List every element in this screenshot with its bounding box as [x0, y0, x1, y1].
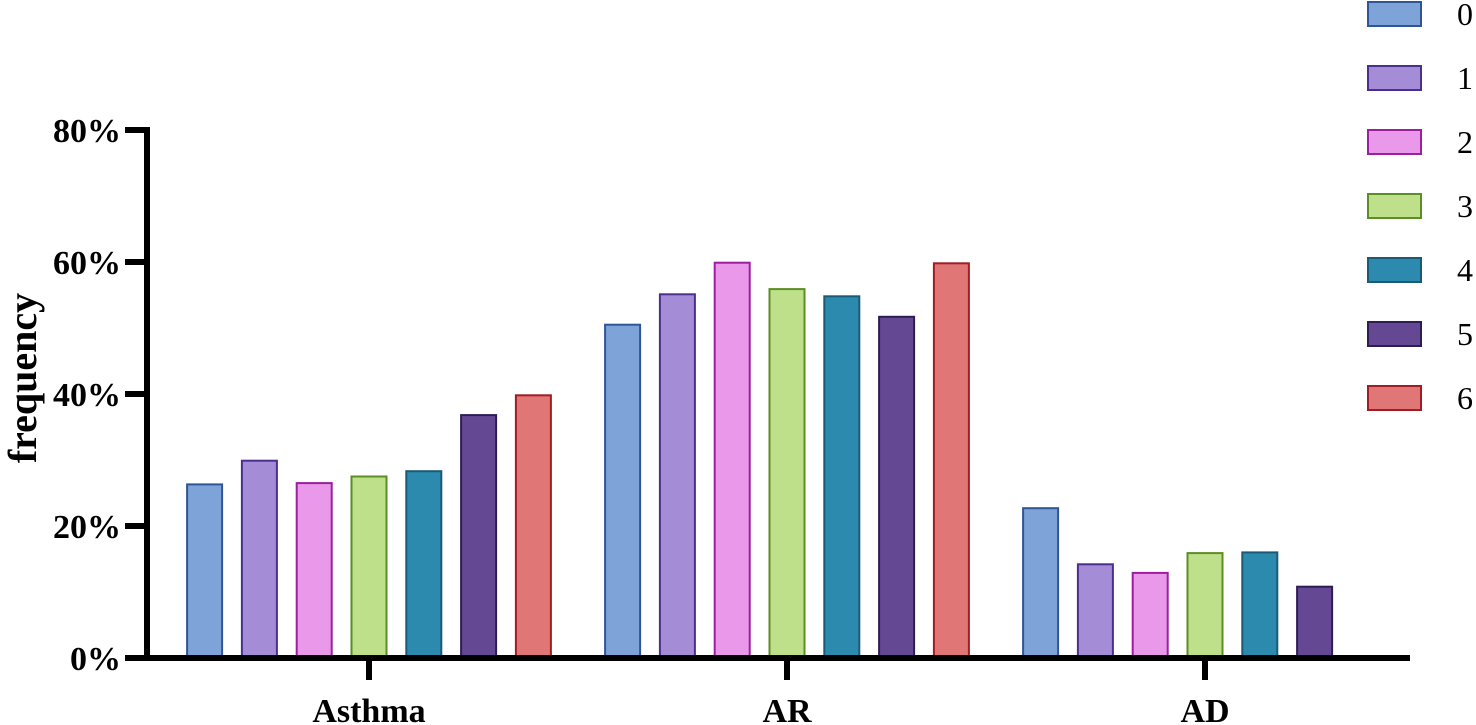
- legend: 0 1 2 3 4 5 6: [1367, 0, 1473, 416]
- bar-ar-series-4: [823, 295, 861, 659]
- legend-swatch-3: [1367, 193, 1422, 219]
- y-tick-label: 20%: [53, 509, 121, 546]
- bar-asthma-series-6: [514, 394, 552, 659]
- y-axis-label: frequency: [0, 293, 45, 463]
- y-tick-label: 0%: [70, 641, 121, 678]
- legend-label-0: 0: [1457, 0, 1473, 32]
- bars-layer: [186, 261, 1334, 660]
- bar-ar-series-2: [713, 261, 751, 659]
- legend-swatch-1: [1367, 65, 1422, 91]
- bar-ar-series-3: [768, 288, 806, 659]
- bar-ar-series-0: [604, 323, 642, 659]
- bar-ad-series-4: [1241, 551, 1279, 660]
- bar-asthma-series-1: [240, 459, 278, 660]
- legend-swatch-6: [1367, 385, 1422, 411]
- bar-ad-series-1: [1076, 563, 1114, 659]
- bar-ar-series-1: [658, 293, 696, 659]
- legend-swatch-4: [1367, 257, 1422, 283]
- bar-ar-series-6: [932, 262, 970, 659]
- y-tick-label: 80%: [53, 113, 121, 150]
- x-category-label: AD: [1180, 693, 1229, 725]
- legend-label-1: 1: [1457, 60, 1473, 96]
- bar-ar-series-5: [878, 315, 916, 659]
- legend-label-4: 4: [1457, 252, 1473, 288]
- bar-asthma-series-4: [405, 470, 443, 660]
- bar-asthma-series-5: [460, 414, 498, 659]
- legend-label-3: 3: [1457, 188, 1473, 224]
- bar-asthma-series-2: [295, 482, 333, 659]
- bar-asthma-series-3: [350, 475, 388, 659]
- bar-ad-series-0: [1022, 507, 1060, 660]
- y-ticks: 0% 20% 40% 60% 80%: [53, 113, 147, 678]
- legend-swatch-0: [1367, 1, 1422, 27]
- legend-label-2: 2: [1457, 124, 1473, 160]
- bar-asthma-series-0: [186, 483, 224, 659]
- bar-ad-series-2: [1131, 571, 1169, 660]
- y-tick-label: 60%: [53, 245, 121, 282]
- x-categories: Asthma AR AD: [312, 658, 1230, 725]
- legend-label-5: 5: [1457, 316, 1473, 352]
- x-category-label: AR: [762, 693, 812, 725]
- x-category-label: Asthma: [312, 693, 425, 725]
- legend-swatch-5: [1367, 321, 1422, 347]
- bar-ad-series-3: [1186, 552, 1224, 659]
- legend-label-6: 6: [1457, 380, 1473, 416]
- bar-ad-series-5: [1296, 585, 1334, 660]
- legend-swatch-2: [1367, 129, 1422, 155]
- y-tick-label: 40%: [53, 377, 121, 414]
